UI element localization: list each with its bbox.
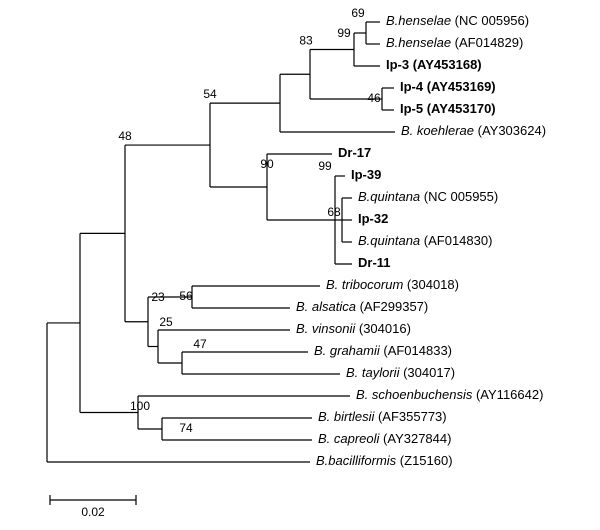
taxon-label: B. koehlerae (AY303624) — [401, 123, 546, 138]
taxon-label: B. alsatica (AF299357) — [296, 299, 428, 314]
taxon-label: Ip-5 (AY453170) — [400, 101, 496, 116]
svg-text:74: 74 — [179, 421, 193, 435]
taxon-label: Ip-32 — [358, 211, 388, 226]
taxon-label: B.quintana (NC 005955) — [358, 189, 498, 204]
svg-text:83: 83 — [299, 34, 313, 48]
svg-text:69: 69 — [351, 6, 365, 20]
taxon-label: Dr-17 — [338, 145, 371, 160]
taxon-label: B. tribocorum (304018) — [326, 277, 459, 292]
taxon-label: B. schoenbuchensis (AY116642) — [356, 387, 543, 402]
svg-text:47: 47 — [193, 337, 207, 351]
taxon-label: B. birtlesii (AF355773) — [318, 409, 447, 424]
taxon-label: B. capreoli (AY327844) — [318, 431, 451, 446]
svg-text:99: 99 — [318, 159, 332, 173]
svg-text:0.02: 0.02 — [81, 505, 105, 519]
taxon-label: B.quintana (AF014830) — [358, 233, 492, 248]
taxon-label: B. vinsonii (304016) — [296, 321, 411, 336]
svg-text:23: 23 — [151, 290, 165, 304]
svg-text:54: 54 — [203, 87, 217, 101]
svg-text:25: 25 — [159, 315, 173, 329]
svg-text:56: 56 — [179, 289, 193, 303]
svg-text:68: 68 — [327, 205, 341, 219]
taxon-label: Ip-4 (AY453169) — [400, 79, 496, 94]
taxon-label: Ip-3 (AY453168) — [386, 57, 482, 72]
taxon-label: B. grahamii (AF014833) — [314, 343, 452, 358]
svg-text:99: 99 — [337, 26, 351, 40]
phylogenetic-tree: 6999468368999054564725234874100B.hensela… — [0, 0, 600, 530]
taxon-label: B. taylorii (304017) — [346, 365, 455, 380]
taxon-label: B.henselae (NC 005956) — [386, 13, 529, 28]
svg-text:90: 90 — [260, 157, 274, 171]
taxon-label: B.henselae (AF014829) — [386, 35, 523, 50]
svg-text:100: 100 — [130, 399, 150, 413]
taxon-label: Dr-11 — [358, 255, 391, 270]
taxon-label: Ip-39 — [351, 167, 381, 182]
svg-text:46: 46 — [367, 91, 381, 105]
svg-text:48: 48 — [118, 129, 132, 143]
taxon-label: B.bacilliformis (Z15160) — [316, 453, 453, 468]
